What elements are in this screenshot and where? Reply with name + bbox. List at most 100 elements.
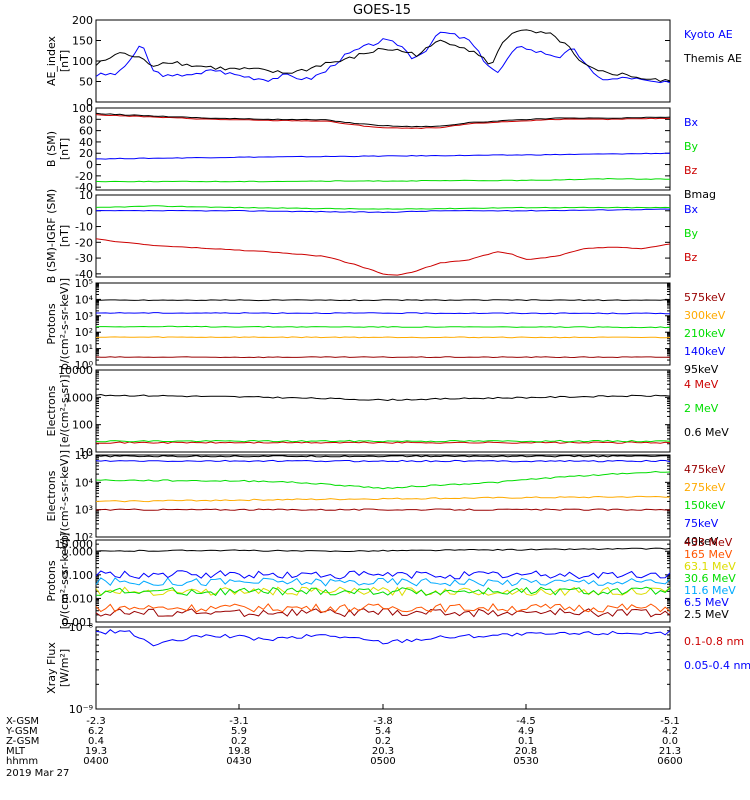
legend-entry: 575keV [684,291,726,304]
y-axis-label: B (SM) [45,131,58,167]
x-row-value: -3.1 [229,716,249,727]
panel-ae: 0 50 100 150 200 AE_index [nT] Kyoto AE Themis A… [45,14,742,109]
y-tick-label: 200 [72,14,93,27]
x-row-value: 0600 [657,756,682,767]
y-axis-label: Electrons [45,385,58,436]
series-line-475kev [95,508,670,511]
x-row-value: -4.5 [516,716,536,727]
legend-entry: By [684,140,699,153]
y-tick-label: 10.000 [55,538,94,551]
y-axis-label: Protons [45,560,58,601]
y-tick-label: 80 [79,113,93,126]
legend-entry: 475keV [684,463,726,476]
date-label: 2019 Mar 27 [6,768,69,779]
legend-entry: 0.6 MeV [684,426,729,439]
legend-entry: 165 MeV [684,548,733,561]
x-row-value: 5.9 [231,726,247,737]
y-tick-label: 100 [72,102,93,115]
legend-entry: 2.5 MeV [684,608,729,621]
y-tick-label: -20 [75,236,93,249]
legend-entry: 0.1-0.8 nm [684,635,744,648]
y-axis-label: [nT] [58,138,71,160]
panel-electrons_low: 10² 10³ 10⁴ 10⁵ Electrons p/(cm²-s-sr-keV)] 47… [45,449,726,548]
y-tick-label: 10⁴ [75,476,94,489]
series-line-bx [96,152,671,160]
series-line-140kev [96,312,671,315]
y-axis-label: [W/m²] [58,649,71,687]
panel-frame [95,539,671,623]
y-tick-label: 0 [86,159,93,172]
y-axis-label: [nT] [58,225,71,247]
panel-frame [95,194,671,278]
x-row-value: 0530 [513,756,538,767]
y-axis-label: [p/(cm²-s-sr-keV)] [58,533,71,630]
series-line-bz [95,238,671,276]
x-row-value: 4.9 [518,726,534,737]
y-tick-label: 10⁻⁸ [69,621,94,634]
y-tick-label: 10 [79,189,93,202]
y-tick-label: 10⁰ [75,359,94,372]
legend-entry: 11.6 MeV [684,584,736,597]
series-line-150kev [95,470,671,490]
y-tick-label: 10000 [58,364,93,377]
y-tick-label: -20 [75,170,93,183]
series-line-433-mev [95,607,671,618]
legend-entry: 0.05-0.4 nm [684,659,750,672]
series-line-575kev [95,356,671,359]
x-row-label: MLT [6,746,26,757]
series-line-0-6-mev [95,393,671,402]
x-row-value: 0.1 [518,736,534,747]
x-row-value: 0.2 [375,736,391,747]
y-tick-label: 50 [79,76,93,89]
legend-entry: 95keV [684,363,719,376]
legend-entry: Bx [684,203,699,216]
series-line-210kev [95,325,671,329]
y-tick-label: 10⁴ [75,293,94,306]
y-axis-label: [nT] [58,50,71,72]
series-line-275kev [95,495,671,503]
legend-entry: 433 MeV [684,536,733,549]
series-line-165-mev [95,603,671,613]
series-line-11-6-mev [95,577,671,587]
y-tick-label: 1000 [65,391,93,404]
y-tick-label: 10⁵ [75,449,93,462]
legend-entry: 300keV [684,309,726,322]
x-row-value: 0400 [83,756,108,767]
x-row-label: Y-GSM [5,726,38,737]
y-tick-label: 10⁵ [75,277,93,290]
legend-entry: Themis AE [683,52,742,65]
y-tick-label: 10² [75,531,93,544]
x-axis-group: X-GSM -2.3 -3.1 -3.8 -4.5 -5.1 Y-GSM 6.2 5.9 5.4 4… [5,704,683,779]
series-line-by [95,177,671,183]
legend-entry: 210keV [684,327,726,340]
series-line-40kev [95,455,671,458]
x-row-value: 19.8 [228,746,250,757]
x-row-value: 19.3 [85,746,107,757]
series-line-95kev [95,299,671,302]
legend-entry: 30.6 MeV [684,572,736,585]
x-row-label: X-GSM [6,716,39,727]
panel-frame [95,626,671,710]
series-line-300kev [95,336,671,339]
y-axis-label: Electrons [45,470,58,521]
x-row-value: 5.4 [375,726,391,737]
legend-entry: Kyoto AE [684,28,733,41]
y-tick-label: 10 [79,446,93,459]
y-tick-label: 0 [86,96,93,109]
series-line-kyoto-ae [95,31,671,84]
x-row-value: 6.2 [88,726,104,737]
y-tick-label: 40 [79,136,93,149]
legend-entry: 4 MeV [684,378,719,391]
x-row-value: -5.1 [660,716,680,727]
panel-frame [95,282,671,366]
legend-entry: Bz [684,251,698,264]
x-row-value: -3.8 [373,716,393,727]
y-axis-label: Xray Flux [45,642,58,694]
series-line-75kev [95,459,671,463]
panel-frame [95,454,671,538]
y-tick-label: 0.010 [62,592,94,605]
series-line-0-05-0-4-nm [95,629,671,647]
x-row-value: 20.3 [372,746,394,757]
